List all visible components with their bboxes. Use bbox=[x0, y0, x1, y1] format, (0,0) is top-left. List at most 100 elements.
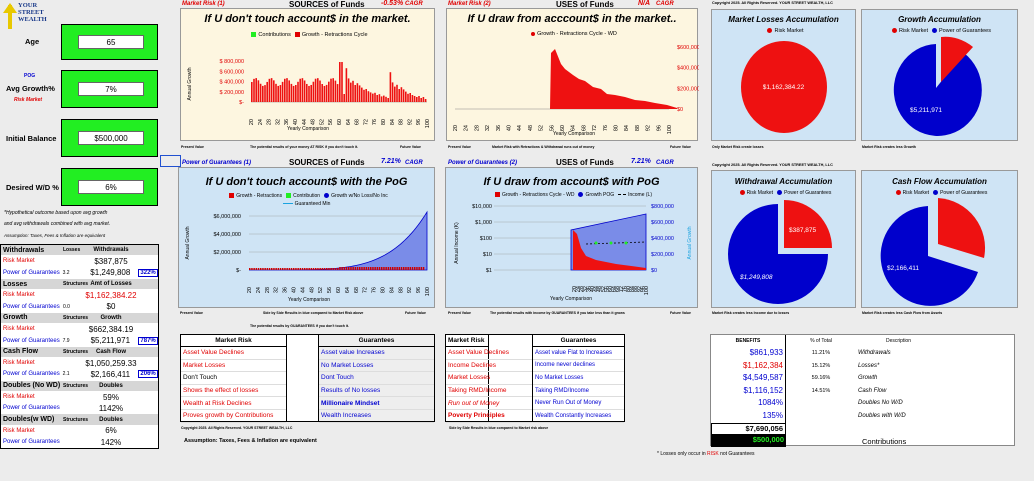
summary-cell: Power of Guarantees bbox=[3, 337, 60, 344]
x-tick-label: 92 bbox=[407, 287, 413, 293]
p2-title: If U draw from acccount$ in the market.. bbox=[467, 13, 677, 25]
note-b: RISK bbox=[707, 451, 719, 457]
x-tick-label: 80 bbox=[381, 287, 387, 293]
p5-bar bbox=[312, 268, 315, 270]
p1-y-label: Annual Growth bbox=[187, 67, 193, 100]
p5-leg2: Contribution bbox=[293, 193, 321, 199]
p5-bar bbox=[383, 267, 385, 270]
growth-input[interactable]: 7% bbox=[78, 82, 144, 96]
x-tick-label: 36 bbox=[586, 286, 592, 292]
x-tick-label: 32 bbox=[274, 287, 280, 293]
cmp1-left-col: Market Risk Asset Value Declines Market L… bbox=[181, 335, 287, 423]
comparison-item: Asset Value Declines bbox=[181, 347, 286, 360]
logo-text-1: YOUR bbox=[18, 2, 38, 9]
p4-legend: Risk Market Power of Guarantees bbox=[862, 28, 1017, 34]
p2-x-label: Yearly Comparison bbox=[553, 131, 595, 137]
p1-bar bbox=[418, 96, 420, 102]
p1-bar bbox=[365, 89, 367, 102]
balance-input[interactable]: $500,000 bbox=[78, 131, 144, 145]
summary-cell: 1142% bbox=[98, 403, 124, 413]
note-c: not Guarantees bbox=[718, 451, 755, 457]
p8-legend: Risk Market Power of Guarantees bbox=[862, 190, 1017, 196]
p5-bar bbox=[398, 267, 401, 270]
y-tick-label: $2,000,000 bbox=[213, 250, 241, 256]
summary-row: Risk Market 6% bbox=[1, 426, 158, 438]
wd-input[interactable]: 6% bbox=[78, 180, 144, 194]
summary-header: Withdrawals Losses Withdrawals bbox=[1, 245, 158, 257]
comparison-table-2: Market Risk Asset Value Declines Income D… bbox=[445, 334, 625, 423]
p5-bar bbox=[257, 268, 260, 270]
y-tick-label: $600,000 bbox=[677, 45, 699, 51]
summary-cell: Risk Market bbox=[3, 394, 35, 400]
p2-chart-panel: If U draw from acccount$ in the market..… bbox=[446, 8, 699, 141]
p1-bar bbox=[391, 82, 394, 102]
x-tick-label: 100 bbox=[425, 119, 431, 128]
benefits-cell: 59.16% bbox=[811, 375, 831, 382]
p5-bar bbox=[363, 267, 365, 270]
p4-leg2: Power of Guarantees bbox=[939, 28, 991, 34]
p7-pie bbox=[728, 200, 832, 304]
summary-row: Power of Guarantees 1142% bbox=[1, 403, 158, 415]
summary-row: Power of Guarantees 2.1 $2,166,411 206% bbox=[1, 369, 159, 381]
p5-bar bbox=[387, 267, 390, 270]
p1-bar bbox=[352, 80, 354, 102]
p1-bar bbox=[380, 96, 383, 102]
x-tick-label: 72 bbox=[363, 119, 369, 125]
legend-risk-icon bbox=[739, 190, 745, 196]
logo-text-3: WEALTH bbox=[18, 16, 47, 23]
p1-bar bbox=[314, 78, 317, 102]
p5-legend: Growth - Retractions Contribution Growth w… bbox=[179, 193, 434, 199]
p5-bar bbox=[304, 268, 306, 270]
p7-slice-pog bbox=[728, 204, 828, 304]
p1-bar bbox=[286, 78, 288, 102]
summary-cell: Growth bbox=[100, 314, 122, 321]
x-tick-label: 20 bbox=[249, 119, 255, 125]
p1-bar bbox=[332, 78, 334, 102]
summary-cell: Risk Market bbox=[3, 258, 35, 265]
p5-bar bbox=[361, 267, 363, 270]
selected-cell[interactable] bbox=[160, 155, 181, 167]
p1-bar bbox=[369, 92, 372, 102]
x-tick-label: 92 bbox=[646, 125, 652, 131]
cmp1-h2: Guarantees bbox=[319, 335, 434, 347]
p1-bar bbox=[306, 83, 308, 102]
y-tick-label: $10,000 bbox=[472, 204, 492, 210]
y-tick-label: $400,000 bbox=[677, 66, 699, 72]
x-tick-label: 48 bbox=[311, 119, 317, 125]
x-tick-label: 52 bbox=[319, 119, 325, 125]
x-tick-label: 80 bbox=[614, 125, 620, 131]
p1-bar bbox=[394, 86, 396, 102]
summary-row: Risk Market $1,050,259.33 bbox=[1, 358, 158, 370]
x-tick-label: 40 bbox=[293, 119, 299, 125]
p5-bar bbox=[334, 268, 337, 270]
summary-cell: Risk Market bbox=[3, 326, 35, 333]
p5-bar bbox=[409, 267, 412, 270]
p5-bar bbox=[297, 268, 299, 270]
x-tick-label: 44 bbox=[517, 125, 523, 131]
age-input[interactable]: 65 bbox=[78, 35, 144, 49]
p8-pie-panel: Cash Flow Accumulation Risk Market Power … bbox=[861, 170, 1018, 308]
y-tick-label: $600,000 bbox=[651, 220, 674, 226]
tree-logo-icon bbox=[3, 3, 17, 29]
p5-bar bbox=[288, 268, 291, 270]
x-tick-label: 24 bbox=[464, 125, 470, 131]
legend-pog-icon bbox=[932, 28, 938, 34]
p1-bar bbox=[354, 85, 356, 102]
p1-bar bbox=[255, 78, 257, 102]
p6-cagr-label: CAGR bbox=[656, 160, 674, 166]
summary-cell: Power of Guarantees bbox=[3, 303, 60, 310]
legend-min-icon bbox=[282, 203, 293, 205]
p4-slice-pog bbox=[893, 44, 982, 136]
p7-leg1: Risk Market bbox=[746, 190, 774, 196]
cmp2-right-col: Guarantees Asset value Flat to Increases… bbox=[532, 335, 624, 423]
x-tick-label: 44 bbox=[302, 119, 308, 125]
comparison-table-1: Market Risk Asset Value Declines Market L… bbox=[180, 334, 435, 423]
comparison-item: Market Losses bbox=[446, 372, 536, 385]
y-tick-label: $10 bbox=[483, 252, 492, 258]
x-tick-label: 100 bbox=[425, 287, 431, 296]
p5-bar bbox=[420, 267, 423, 270]
p5-bar bbox=[268, 268, 271, 270]
benefits-cell: $1,162,384 bbox=[711, 359, 786, 373]
note-1: *Hypothetical outcome based upon avg gro… bbox=[4, 210, 108, 216]
p1-bar bbox=[251, 82, 253, 102]
